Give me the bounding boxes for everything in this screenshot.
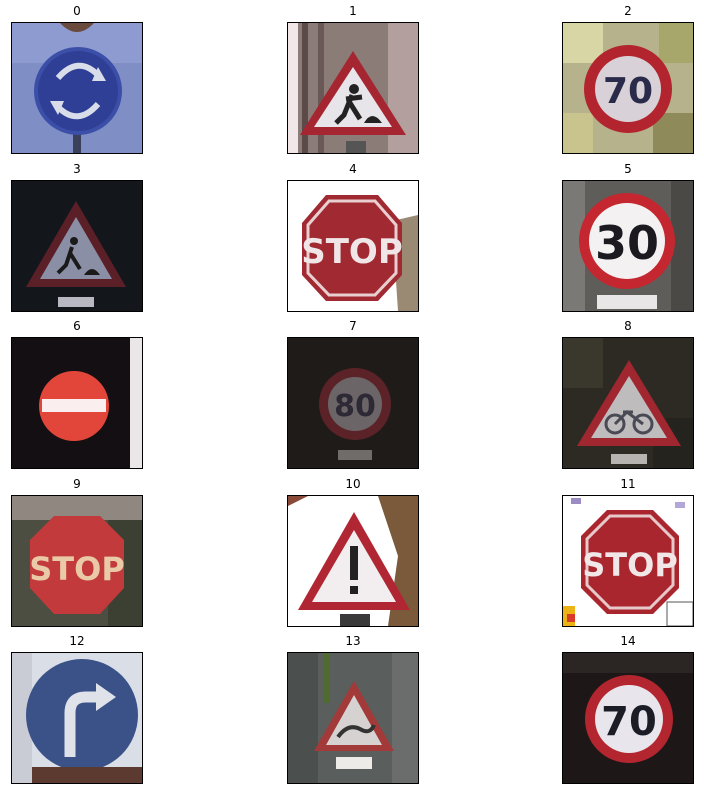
- sign-number: 30: [595, 216, 659, 270]
- panel-title: 6: [73, 319, 81, 333]
- panel-title: 7: [349, 319, 357, 333]
- stop-text: STOP: [582, 546, 678, 584]
- slippery-road-sign-icon: [287, 652, 419, 784]
- panel-title: 9: [73, 477, 81, 491]
- panel-title: 12: [69, 634, 85, 648]
- stop-sign-icon: STOP: [562, 495, 694, 627]
- panel-title: 0: [73, 4, 81, 18]
- panel-title: 2: [624, 4, 632, 18]
- speed-limit-sign-icon: 70: [562, 652, 694, 784]
- speed-limit-sign-icon: 30: [562, 180, 694, 312]
- stop-sign-icon: STOP: [287, 180, 419, 312]
- speed-limit-sign-icon: 80: [287, 337, 419, 469]
- bicycle-warning-sign-icon: [562, 337, 694, 469]
- sign-number: 70: [601, 699, 657, 745]
- panel-title: 8: [624, 319, 632, 333]
- panel-title: 11: [620, 477, 636, 491]
- roundabout-sign-icon: [11, 22, 143, 154]
- sign-number: 80: [334, 389, 376, 424]
- road-work-sign-icon: [11, 180, 143, 312]
- sign-number: 70: [603, 71, 653, 112]
- stop-text: STOP: [29, 550, 125, 588]
- speed-limit-sign-icon: 70: [562, 22, 694, 154]
- panel-title: 1: [349, 4, 357, 18]
- panel-title: 14: [620, 634, 636, 648]
- stop-sign-icon: STOP: [11, 495, 143, 627]
- road-work-sign-icon: [287, 22, 419, 154]
- panel-title: 13: [345, 634, 361, 648]
- no-entry-sign-icon: [11, 337, 143, 469]
- turn-right-ahead-sign-icon: [11, 652, 143, 784]
- panel-title: 3: [73, 162, 81, 176]
- general-caution-sign-icon: [287, 495, 419, 627]
- panel-title: 10: [345, 477, 361, 491]
- stop-text: STOP: [301, 232, 403, 272]
- panel-title: 4: [349, 162, 357, 176]
- panel-title: 5: [624, 162, 632, 176]
